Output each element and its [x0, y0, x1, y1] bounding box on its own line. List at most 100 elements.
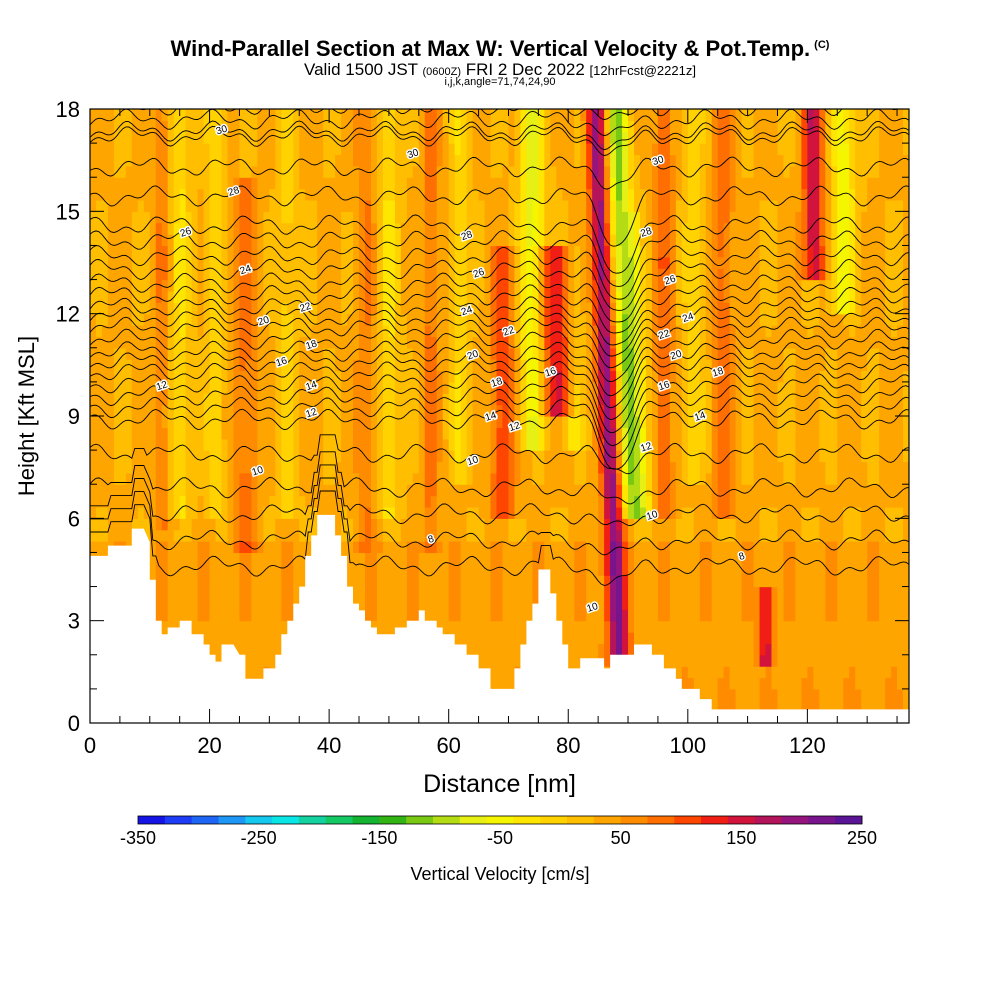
velocity-cell: [137, 199, 145, 212]
velocity-cell: [622, 620, 629, 633]
velocity-cell: [430, 143, 438, 156]
velocity-cell: [353, 188, 360, 201]
velocity-cell: [400, 143, 408, 156]
velocity-cell: [532, 188, 539, 201]
velocity-cell: [353, 268, 360, 281]
velocity-cell: [526, 484, 533, 497]
velocity-cell: [628, 313, 635, 326]
velocity-cell: [215, 120, 223, 133]
velocity-cell: [137, 325, 145, 338]
velocity-cell: [317, 370, 324, 383]
velocity-cell: [329, 234, 336, 247]
velocity-cell: [101, 279, 109, 292]
velocity-cell: [562, 472, 569, 485]
velocity-cell: [113, 211, 121, 224]
velocity-cell: [347, 313, 354, 326]
velocity-cell: [347, 325, 354, 338]
velocity-cell: [418, 370, 426, 383]
velocity-cell: [538, 347, 545, 360]
velocity-cell: [323, 381, 330, 394]
velocity-cell: [388, 404, 396, 417]
velocity-cell: [197, 472, 205, 485]
velocity-cell: [376, 188, 384, 201]
velocity-cell: [376, 165, 384, 178]
velocity-cell: [376, 279, 384, 292]
velocity-cell: [502, 416, 510, 428]
velocity-cell: [257, 154, 264, 167]
velocity-cell: [436, 552, 444, 565]
velocity-cell: [239, 177, 247, 190]
velocity-cell: [95, 438, 103, 451]
velocity-cell: [460, 131, 468, 144]
velocity-cell: [209, 427, 217, 440]
velocity-cell: [448, 461, 456, 474]
velocity-cell: [586, 165, 593, 178]
velocity-cell: [317, 347, 324, 360]
velocity-cell: [293, 256, 300, 269]
velocity-cell: [580, 506, 587, 519]
velocity-cell: [538, 199, 545, 212]
velocity-cell: [466, 370, 474, 383]
velocity-cell: [394, 393, 402, 406]
velocity-cell: [556, 450, 563, 463]
velocity-cell: [592, 154, 599, 167]
velocity-cell: [436, 120, 444, 133]
velocity-cell: [125, 495, 133, 508]
velocity-cell: [496, 450, 504, 463]
velocity-cell: [526, 336, 533, 349]
velocity-cell: [388, 256, 396, 269]
velocity-cell: [460, 450, 468, 463]
velocity-cell: [634, 381, 641, 394]
velocity-cell: [604, 302, 611, 315]
velocity-cell: [598, 529, 605, 542]
velocity-cell: [544, 370, 551, 383]
velocity-cell: [227, 597, 235, 610]
velocity-cell: [125, 484, 133, 497]
velocity-cell: [275, 416, 282, 428]
velocity-cell: [616, 154, 623, 167]
velocity-cell: [544, 188, 551, 201]
velocity-cell: [353, 495, 360, 508]
velocity-cell: [568, 597, 575, 610]
velocity-cell: [155, 518, 163, 531]
velocity-cell: [101, 302, 109, 315]
velocity-cell: [191, 131, 199, 144]
velocity-cell: [257, 484, 264, 497]
velocity-cell: [622, 438, 629, 451]
velocity-cell: [484, 597, 492, 610]
velocity-cell: [149, 438, 157, 451]
velocity-cell: [639, 586, 647, 599]
velocity-cell: [376, 461, 384, 474]
velocity-cell: [412, 450, 420, 463]
velocity-cell: [257, 518, 264, 531]
velocity-cell: [436, 370, 444, 383]
velocity-cell: [442, 381, 450, 394]
velocity-cell: [209, 597, 217, 610]
velocity-cell: [550, 552, 557, 565]
velocity-cell: [508, 302, 516, 315]
velocity-cell: [311, 416, 318, 428]
velocity-cell: [149, 461, 157, 474]
velocity-cell: [628, 199, 635, 212]
velocity-cell: [209, 313, 217, 326]
velocity-cell: [448, 427, 456, 440]
velocity-cell: [335, 211, 342, 224]
velocity-cell: [263, 586, 270, 599]
velocity-cell: [490, 256, 498, 269]
velocity-cell: [359, 325, 366, 338]
velocity-cell: [490, 518, 498, 531]
velocity-cell: [490, 188, 498, 201]
velocity-cell: [275, 234, 282, 247]
velocity-cell: [496, 506, 504, 519]
velocity-cell: [323, 450, 330, 463]
velocity-cell: [406, 370, 414, 383]
velocity-cell: [610, 484, 617, 497]
velocity-cell: [562, 222, 569, 235]
velocity-cell: [113, 268, 121, 281]
velocity-cell: [628, 541, 635, 554]
velocity-cell: [281, 347, 288, 360]
velocity-cell: [406, 211, 414, 224]
velocity-cell: [101, 529, 109, 542]
velocity-cell: [101, 541, 109, 554]
velocity-cell: [580, 165, 587, 178]
